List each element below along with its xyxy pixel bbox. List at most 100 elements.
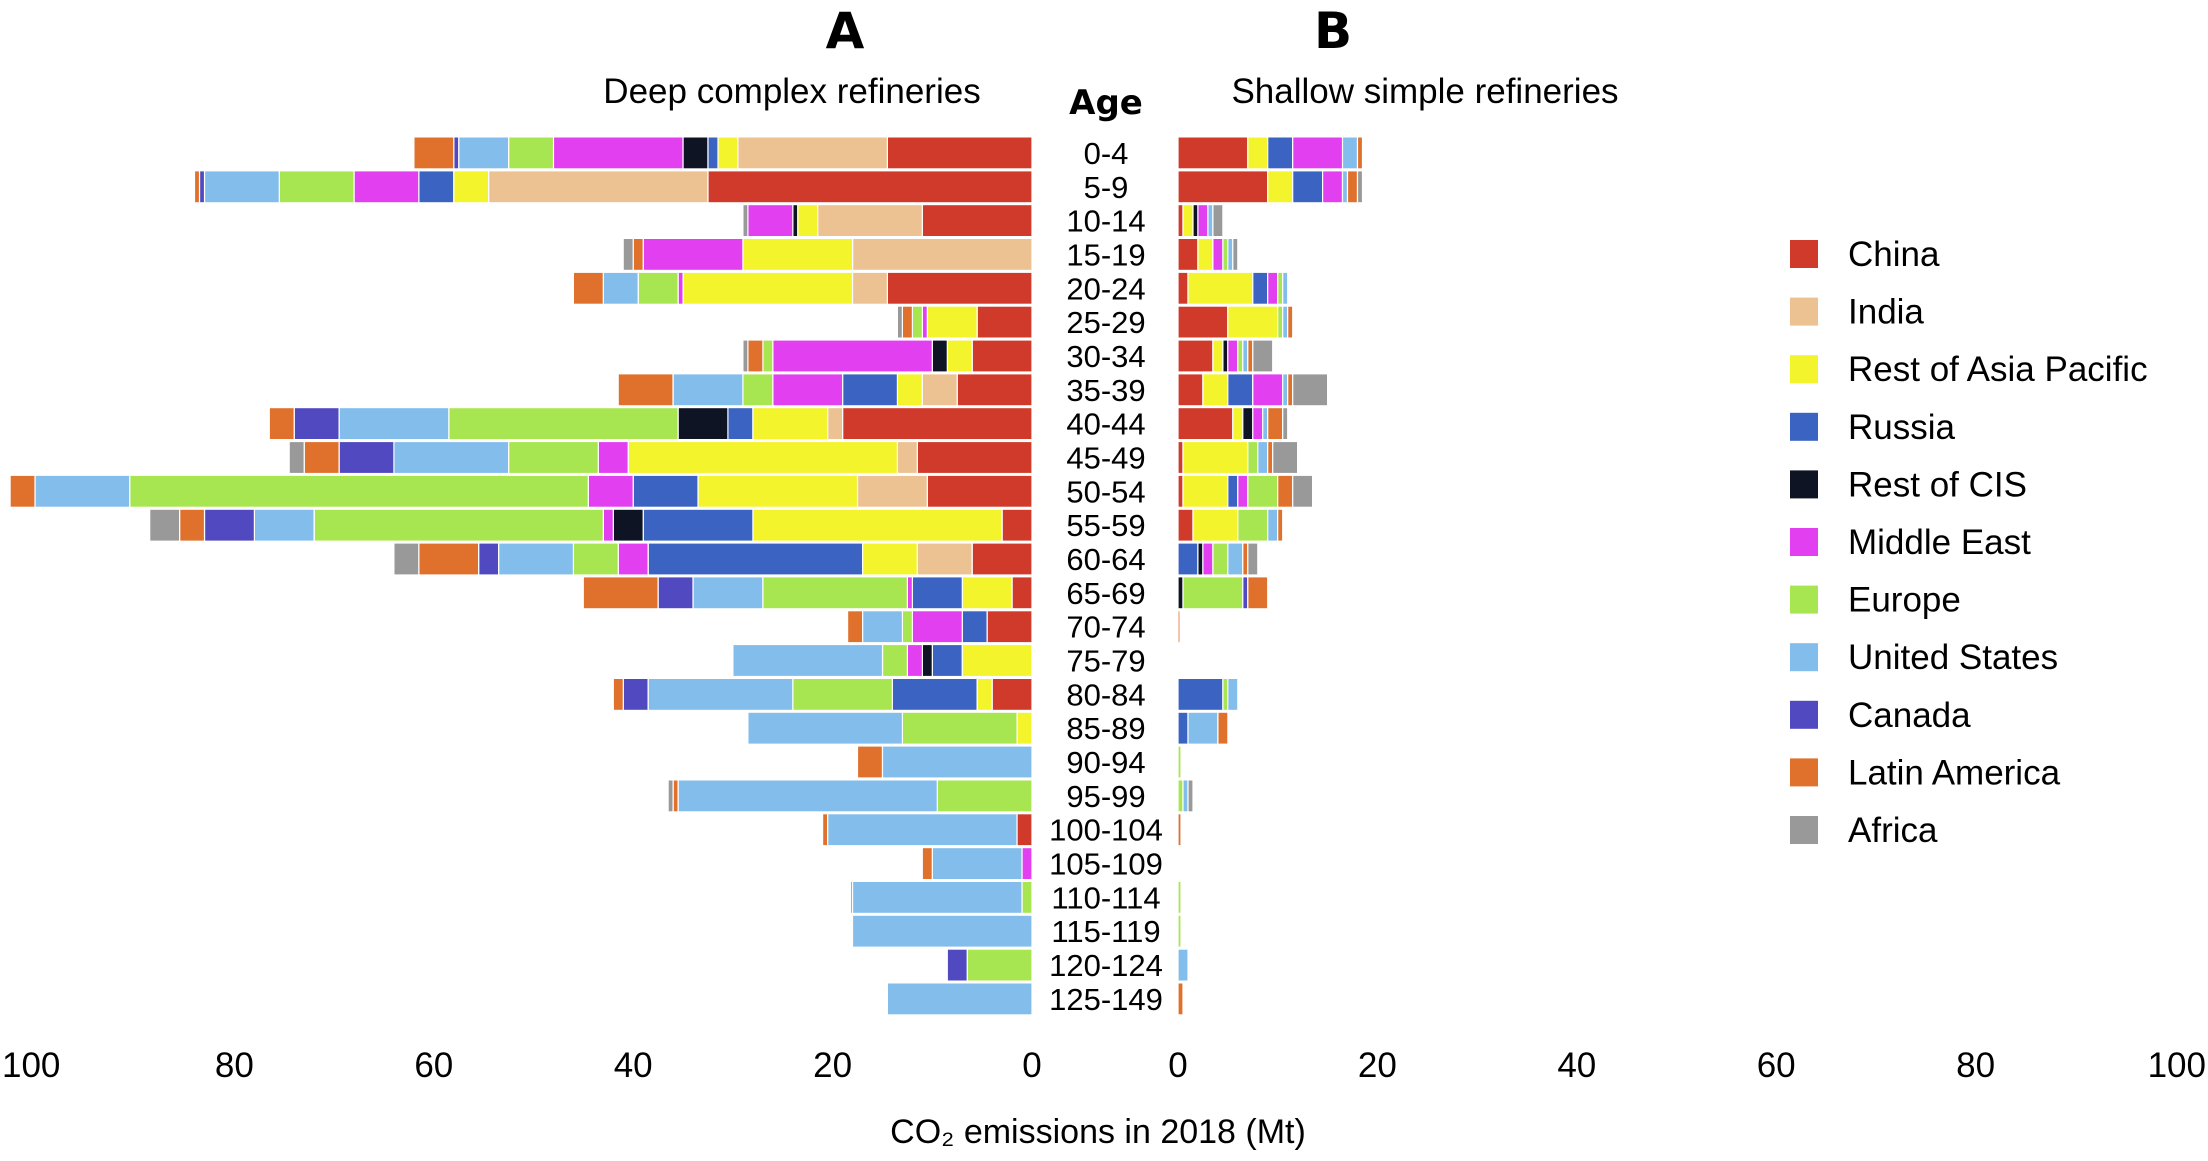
x-axis-label: CO₂ emissions in 2018 (Mt) — [890, 1113, 1306, 1151]
age-label: 15-19 — [1066, 237, 1145, 272]
bar-segment-a-45-49-africa — [288, 440, 305, 475]
age-label: 50-54 — [1066, 474, 1145, 509]
bar-segment-a-70-74-china — [986, 610, 1033, 644]
bar-segment-a-0-4-canada — [453, 136, 460, 170]
bar-segment-a-30-34-middle-east — [772, 339, 933, 373]
bar-segment-b-85-89-united-states — [1187, 711, 1219, 745]
bar-segment-a-5-9-united-states — [203, 170, 280, 204]
bar-segment-b-40-44-latin-america — [1267, 407, 1284, 441]
bar-segment-a-65-69-latin-america — [582, 576, 659, 610]
bar-segment-b-35-39-latin-america — [1287, 373, 1294, 407]
bar-segment-b-15-19-europe — [1222, 237, 1229, 271]
bar-segment-a-50-54-india — [856, 474, 928, 508]
bar-segment-b-55-59-china — [1177, 508, 1194, 542]
age-labels: 0-45-910-1415-1920-2425-2930-3435-3940-4… — [1049, 136, 1163, 1017]
panel-a-letter: A — [826, 2, 865, 60]
bar-segment-a-90-94-united-states — [881, 745, 1033, 779]
bar-segment-b-45-49-africa — [1272, 440, 1299, 475]
bar-segment-b-45-49-rest-of-asia-pacific — [1182, 440, 1249, 475]
bar-segment-a-45-49-united-states — [393, 440, 510, 475]
age-label: 65-69 — [1066, 576, 1145, 611]
bar-segment-b-10-14-united-states — [1207, 204, 1214, 238]
bar-segment-a-55-59-latin-america — [179, 508, 206, 542]
age-axis-header: Age — [1069, 83, 1143, 123]
bar-segment-b-70-74-latin-america — [1177, 610, 1181, 644]
x-tick-label: 40 — [1557, 1046, 1596, 1085]
bar-segment-a-5-9-latin-america — [193, 170, 201, 204]
bar-segment-b-35-39-africa — [1292, 373, 1329, 407]
bar-segment-b-5-9-china — [1177, 170, 1269, 204]
bar-segment-a-10-14-rest-of-asia-pacific — [797, 204, 819, 238]
bar-segment-b-25-29-china — [1177, 305, 1229, 339]
bar-segment-a-110-114-africa — [849, 880, 854, 915]
bar-segment-a-10-14-china — [921, 204, 1033, 238]
bar-segment-b-50-54-russia — [1227, 474, 1239, 508]
bar-segment-a-55-59-middle-east — [602, 508, 614, 542]
bar-segment-a-120-124-canada — [946, 948, 968, 982]
bar-segment-a-0-4-united-states — [458, 136, 510, 170]
age-label: 75-79 — [1066, 644, 1145, 679]
panel-a-title: Deep complex refineries — [603, 72, 980, 111]
legend-label: India — [1848, 293, 1924, 332]
bar-segment-a-95-99-africa — [667, 779, 674, 813]
bar-segment-a-65-69-russia — [911, 576, 963, 610]
bar-segment-b-60-64-latin-america — [1242, 542, 1249, 576]
bar-segment-b-30-34-middle-east — [1227, 339, 1239, 373]
bar-segment-a-5-9-europe — [278, 170, 355, 204]
bar-segment-a-20-24-europe — [637, 271, 679, 305]
bar-segment-b-10-14-china — [1177, 204, 1184, 238]
bar-segment-a-30-34-rest-of-cis — [931, 339, 948, 373]
bar-segment-a-70-74-middle-east — [911, 610, 963, 644]
bar-segment-a-85-89-rest-of-asia-pacific — [1016, 711, 1033, 745]
age-label: 110-114 — [1051, 880, 1160, 915]
panel-b-letter: B — [1314, 2, 1352, 60]
bar-segment-b-15-19-rest-of-asia-pacific — [1197, 237, 1214, 271]
bar-segment-a-60-64-russia — [647, 542, 864, 576]
bar-segment-a-50-54-latin-america — [9, 474, 36, 508]
bar-segment-a-65-69-rest-of-asia-pacific — [961, 576, 1013, 610]
bar-segment-b-0-4-rest-of-asia-pacific — [1247, 136, 1269, 170]
bar-segment-b-60-64-africa — [1247, 542, 1259, 576]
age-label: 90-94 — [1066, 745, 1145, 780]
bar-segment-a-110-114-europe — [1021, 880, 1033, 915]
bar-segment-b-20-24-china — [1177, 271, 1189, 305]
bar-segment-b-40-44-china — [1177, 407, 1234, 441]
bar-segment-b-60-64-united-states — [1227, 542, 1244, 576]
bar-segment-a-60-64-latin-america — [418, 542, 480, 576]
legend-label: Africa — [1848, 811, 1938, 850]
bar-segment-b-100-104-latin-america — [1177, 813, 1182, 847]
bar-segment-a-35-39-india — [921, 373, 958, 407]
bar-segment-a-50-54-rest-of-asia-pacific — [697, 474, 859, 508]
age-label: 40-44 — [1066, 407, 1145, 442]
bar-segment-b-80-84-united-states — [1227, 677, 1239, 712]
bar-segment-b-20-24-europe — [1277, 271, 1284, 305]
bar-segment-a-45-49-europe — [508, 440, 599, 475]
bar-segment-b-125-149-latin-america — [1177, 982, 1184, 1016]
bar-segment-b-10-14-middle-east — [1197, 204, 1209, 238]
bar-segment-a-55-59-canada — [203, 508, 256, 542]
bar-segment-a-20-24-middle-east — [677, 271, 684, 305]
bar-segment-a-45-49-rest-of-asia-pacific — [627, 440, 899, 475]
bar-segment-b-10-14-africa — [1212, 204, 1224, 238]
legend-label: United States — [1848, 638, 2058, 677]
bar-segment-b-0-4-united-states — [1341, 136, 1359, 170]
bar-segment-a-50-54-united-states — [34, 474, 131, 508]
bar-segment-a-40-44-rest-of-cis — [677, 407, 729, 441]
bar-segment-a-80-84-china — [991, 677, 1033, 712]
bar-segment-b-50-54-europe — [1247, 474, 1279, 508]
bar-segment-b-40-44-rest-of-asia-pacific — [1232, 407, 1244, 441]
bar-segment-b-25-29-rest-of-asia-pacific — [1227, 305, 1279, 339]
legend-swatch-united-states — [1790, 643, 1818, 672]
bar-segment-a-75-79-middle-east — [906, 643, 924, 678]
legend-label: Latin America — [1848, 753, 2061, 792]
bar-segment-a-105-109-latin-america — [921, 846, 933, 881]
bar-segment-b-35-39-rest-of-asia-pacific — [1202, 373, 1229, 407]
bar-segment-a-100-104-united-states — [826, 813, 1018, 847]
x-tick-label: 20 — [813, 1046, 852, 1085]
bar-segment-a-80-84-europe — [792, 677, 894, 712]
bar-segment-a-40-44-latin-america — [268, 407, 295, 441]
bar-segment-b-30-34-china — [1177, 339, 1214, 373]
bar-segment-a-5-9-middle-east — [353, 170, 420, 204]
bar-segment-b-15-19-africa — [1232, 237, 1239, 271]
bar-segment-b-20-24-rest-of-asia-pacific — [1187, 271, 1254, 305]
